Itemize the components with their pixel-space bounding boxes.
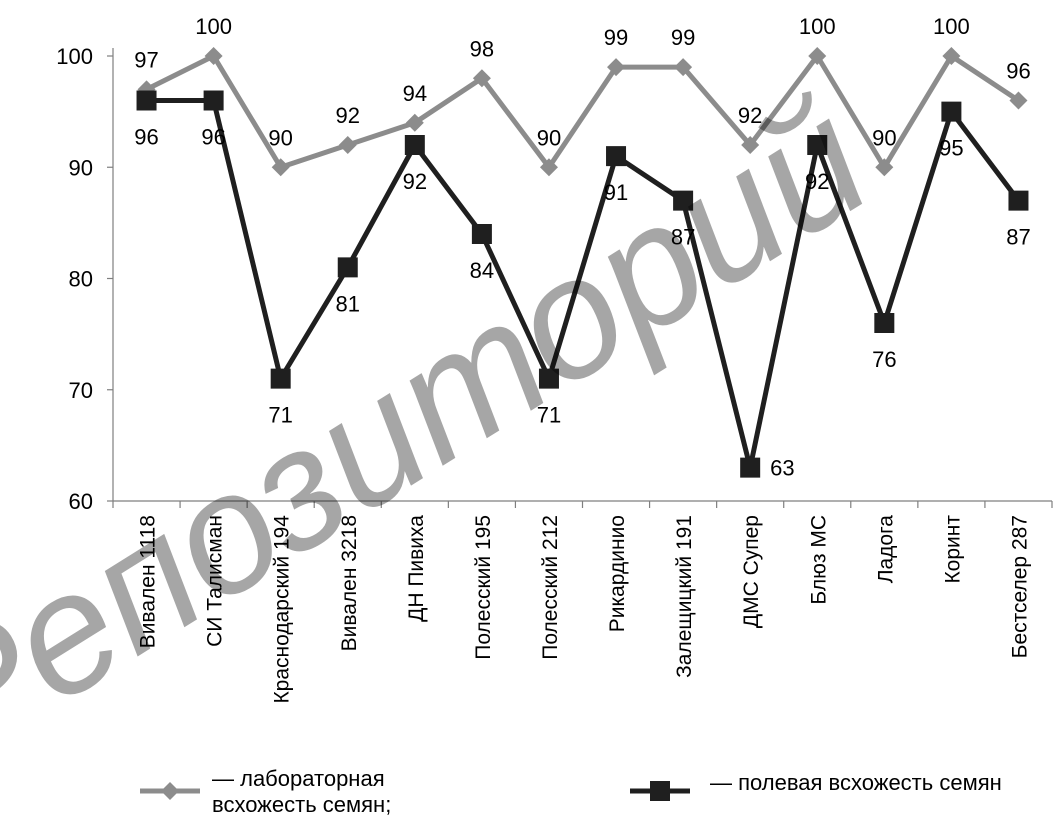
data-label-field: 71 xyxy=(268,403,292,428)
legend-label-lab: — лабораторная всхожесть семян; xyxy=(212,766,392,817)
data-label-field: 96 xyxy=(134,125,158,150)
data-point-field xyxy=(740,457,761,478)
x-tick-label: СИ Талисман xyxy=(204,515,227,647)
data-labels: 97 100 90 92 94 98 90 99 99 92 100 90 100 96 96 96 71 81 9… xyxy=(134,14,1030,481)
data-label-field: 63 xyxy=(770,456,794,481)
data-label-field: 87 xyxy=(1006,225,1030,250)
legend-marker-lab xyxy=(161,782,179,800)
data-label-field: 76 xyxy=(872,347,896,372)
data-label-lab: 90 xyxy=(872,125,896,150)
data-point-lab xyxy=(539,158,558,177)
data-label-lab: 90 xyxy=(268,125,292,150)
data-label-lab: 92 xyxy=(336,103,360,128)
x-tick-label: Полесский 212 xyxy=(539,515,562,660)
x-tick-label: Вивален 1118 xyxy=(137,515,160,648)
data-point-field xyxy=(606,146,627,167)
data-label-lab: 92 xyxy=(738,103,762,128)
x-tick-label: Бестселер 287 xyxy=(1008,515,1031,658)
data-label-field: 95 xyxy=(939,136,963,161)
data-label-lab: 94 xyxy=(403,81,427,106)
data-label-lab: 99 xyxy=(604,25,628,50)
y-tick-label: 100 xyxy=(56,44,93,69)
data-label-lab: 90 xyxy=(537,125,561,150)
data-point-lab xyxy=(942,47,961,65)
data-point-lab xyxy=(875,158,894,177)
x-tick-label: Коринт xyxy=(941,515,964,584)
data-point-field xyxy=(270,368,291,389)
data-point-lab xyxy=(338,136,357,154)
data-point-field xyxy=(471,224,492,244)
data-point-field xyxy=(203,90,224,111)
series-line-field xyxy=(146,98,1021,471)
data-point-field xyxy=(807,135,828,155)
data-point-lab xyxy=(674,58,693,77)
data-point-lab xyxy=(472,69,491,88)
data-label-field: 84 xyxy=(470,258,494,283)
data-label-field: 81 xyxy=(336,291,360,316)
y-tick-label: 60 xyxy=(69,489,93,514)
data-point-field xyxy=(538,368,559,389)
data-point-field xyxy=(673,190,694,211)
data-label-field: 87 xyxy=(671,225,695,250)
legend-label-field: — полевая всхожесть семян xyxy=(710,770,1002,795)
series-layer xyxy=(136,47,1029,478)
x-tick-label: Краснодарский 194 xyxy=(271,515,294,704)
x-tick-label: Ладога xyxy=(874,515,897,584)
data-label-lab: 100 xyxy=(933,14,970,39)
x-tick-label: ДН Пивиха xyxy=(405,515,428,622)
series-line-lab xyxy=(145,53,1020,170)
x-tick-label: Вивален 3218 xyxy=(338,515,361,651)
legend-marker-field xyxy=(650,781,670,801)
y-tick-label: 70 xyxy=(69,378,93,403)
data-point-lab xyxy=(1009,91,1028,110)
data-label-field: 71 xyxy=(537,403,561,428)
data-label-field: 92 xyxy=(403,169,427,194)
y-tick-label: 90 xyxy=(69,155,93,180)
data-label-lab: 99 xyxy=(671,25,695,50)
x-tick-label: Полесский 195 xyxy=(472,515,495,660)
x-tick-label: Рикардинио xyxy=(606,515,629,632)
data-point-lab xyxy=(405,113,424,132)
data-label-field: 92 xyxy=(805,169,829,194)
data-point-field xyxy=(404,135,425,155)
data-point-lab xyxy=(741,136,760,154)
data-label-lab: 96 xyxy=(1006,59,1030,84)
data-point-lab xyxy=(808,47,827,65)
data-label-field: 96 xyxy=(201,125,225,150)
x-tick-label: Блюз МС xyxy=(807,515,830,605)
data-label-lab: 97 xyxy=(134,47,158,72)
data-point-field xyxy=(337,257,358,278)
y-tick-label: 80 xyxy=(69,267,93,292)
data-label-lab: 98 xyxy=(470,36,494,61)
data-label-field: 91 xyxy=(604,180,628,205)
data-point-lab xyxy=(271,158,290,177)
data-point-field xyxy=(1008,190,1029,211)
axes: 60 70 80 90 100 Вивален 1118 СИ Талисман Красно… xyxy=(56,44,1053,704)
data-point-field xyxy=(874,313,895,333)
data-point-field xyxy=(941,101,962,122)
data-point-lab xyxy=(204,47,223,65)
data-point-field xyxy=(136,90,157,111)
data-point-lab xyxy=(607,58,626,77)
data-label-lab: 100 xyxy=(195,14,232,39)
data-label-lab: 100 xyxy=(799,14,836,39)
legend xyxy=(140,781,690,801)
x-tick-label: Залещицкий 191 xyxy=(673,515,696,678)
x-tick-label: ДМС Супер xyxy=(740,515,763,628)
